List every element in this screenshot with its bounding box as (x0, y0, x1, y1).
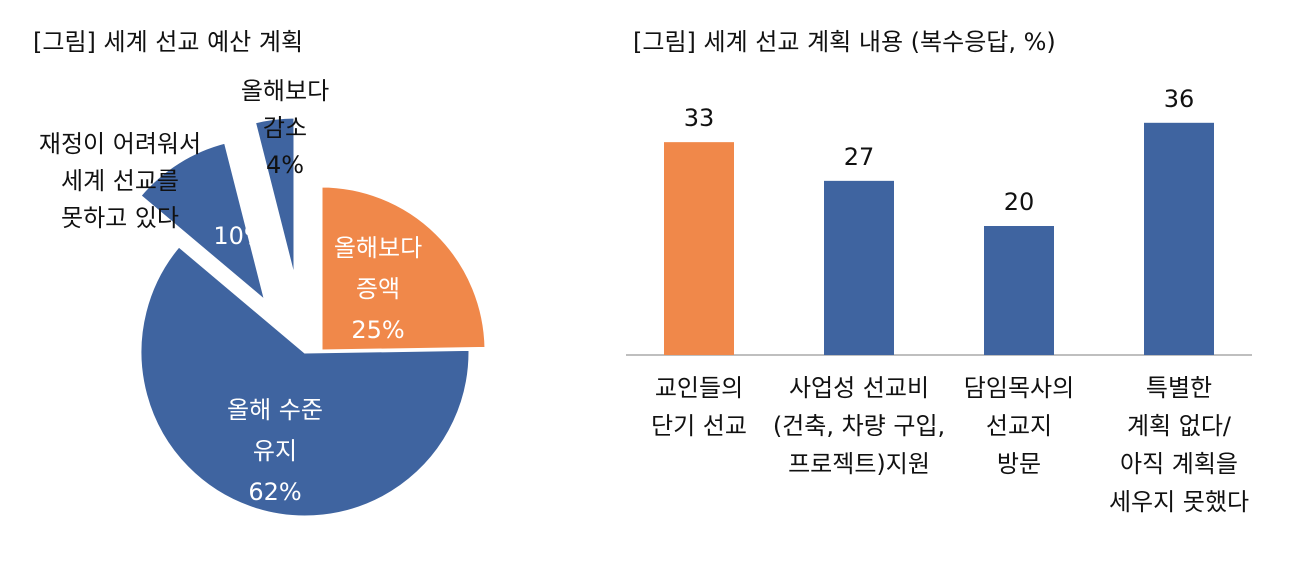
bar-4-category-line-4: 세우지 못했다 (1109, 488, 1249, 516)
bar-1-category-line-2: 단기 선교 (651, 412, 747, 440)
bar-3-category-line-3: 방문 (997, 450, 1041, 478)
bar-2-category-line-2: (건축, 차량 구입, (773, 412, 945, 440)
pie-slice-4-label-line-1: 올해보다 (241, 77, 329, 105)
bar-4 (1144, 122, 1214, 355)
pie-slice-2-label-line-1: 올해 수준 (227, 396, 323, 424)
pie-slice-4-label-line-2: 감소 (263, 114, 307, 142)
pie-chart-title: [그림] 세계 선교 예산 계획 (33, 28, 304, 56)
pie-slice-3-callout-line-2: 세계 선교를 (61, 167, 179, 195)
bar-4-category-line-1: 특별한 (1146, 374, 1212, 402)
pie-slice-1-label-line-1: 올해보다 (334, 234, 422, 262)
bar-1 (664, 142, 734, 355)
bar-3-category-line-1: 담임목사의 (964, 374, 1074, 402)
pie-slice-1-label-line-2: 증액 (356, 275, 400, 303)
bar-4-category-line-3: 아직 계획을 (1120, 450, 1238, 478)
bar-2-category-line-3: 프로젝트)지원 (788, 450, 930, 478)
pie-slice-3-label-line-1: 10% (213, 222, 266, 250)
bar-4-data-label: 36 (1164, 85, 1195, 113)
pie-slice-1-label-line-3: 25% (351, 316, 404, 344)
pie-slice-1 (319, 184, 488, 353)
bar-4-category-line-2: 계획 없다/ (1127, 412, 1232, 440)
bar-1-category-line-1: 교인들의 (655, 374, 743, 402)
bar-2-category-line-1: 사업성 선교비 (789, 374, 929, 402)
bar-2 (824, 180, 894, 355)
pie-slice-3-callout-line-3: 못하고 있다 (61, 204, 179, 232)
pie-slice-2 (138, 243, 472, 519)
pie-slice-2-label-line-3: 62% (248, 478, 301, 506)
bar-3-data-label: 20 (1004, 188, 1035, 216)
pie-slice-2-label-line-2: 유지 (253, 437, 297, 465)
bar-1-data-label: 33 (684, 104, 715, 132)
bar-2-data-label: 27 (844, 143, 875, 171)
bar-chart-title: [그림] 세계 선교 계획 내용 (복수응답, %) (633, 28, 1056, 56)
bar-3-category-line-2: 선교지 (986, 412, 1052, 440)
pie-slice-4 (252, 115, 297, 283)
pie-slice-4-label-line-3: 4% (266, 151, 304, 179)
pie-slice-3-callout-line-1: 재정이 어려워서 (39, 130, 201, 158)
pie-slice-3 (137, 140, 269, 307)
bar-3 (984, 226, 1054, 355)
